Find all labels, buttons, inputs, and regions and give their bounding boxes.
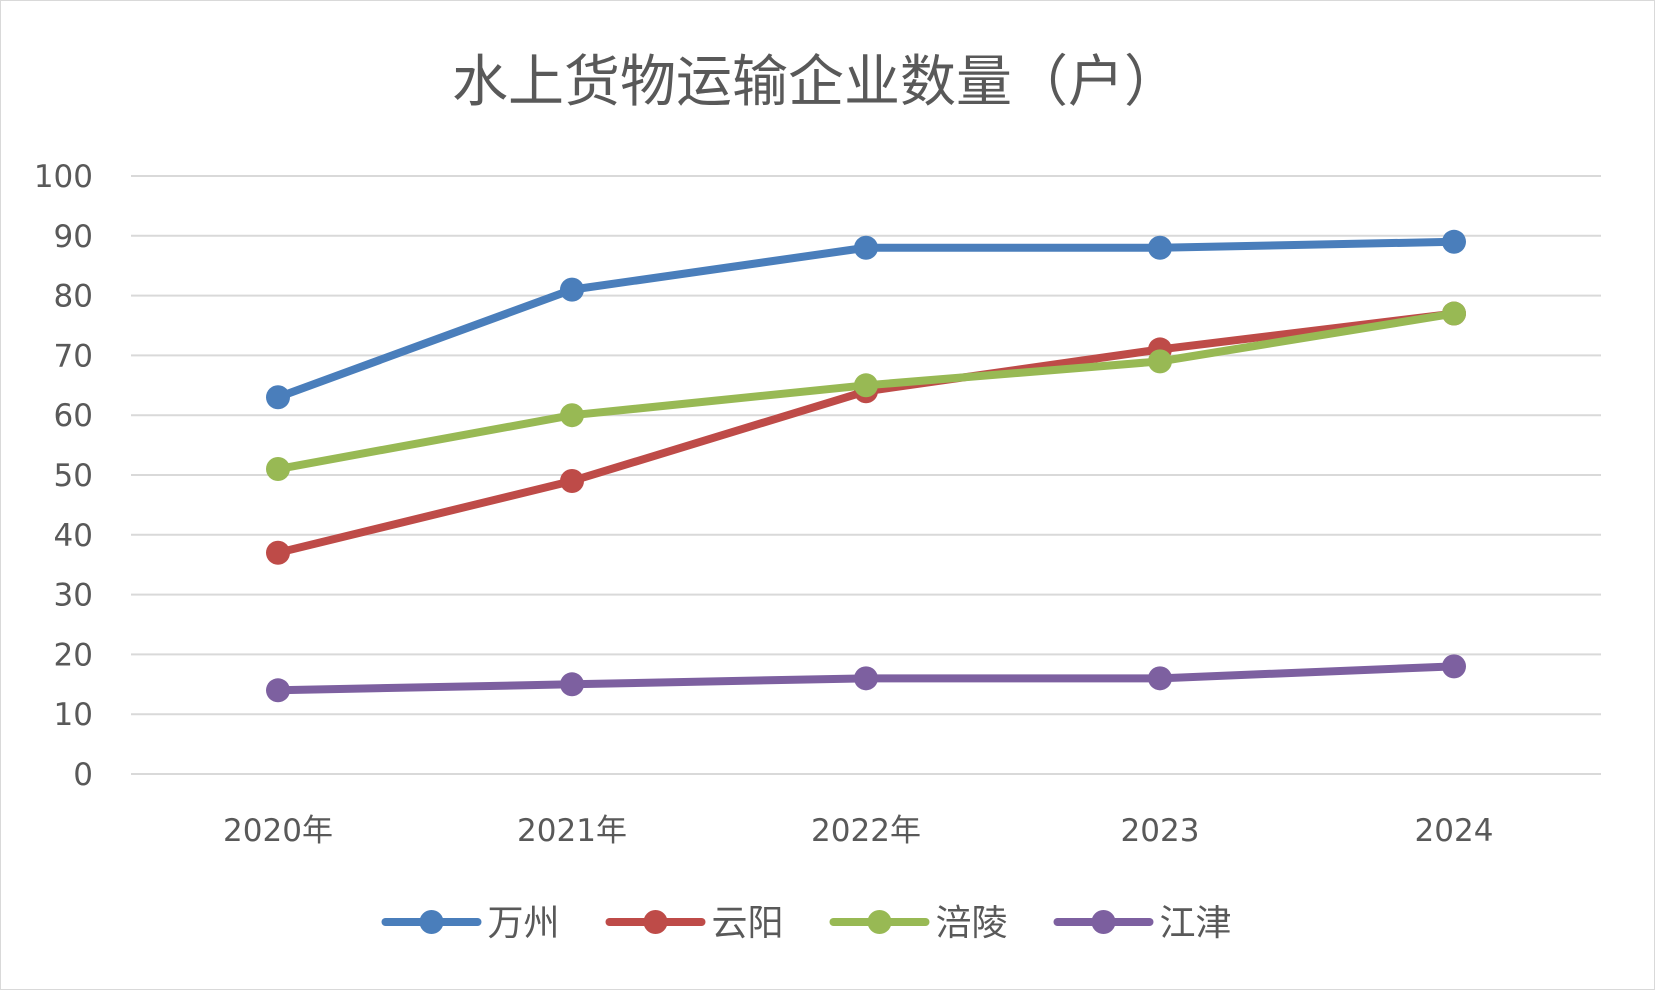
series-万州 [266, 229, 1466, 410]
y-tick-label: 40 [54, 518, 93, 554]
legend-label: 万州 [488, 903, 560, 944]
y-tick-label: 50 [54, 458, 93, 494]
legend-item: 涪陵 [829, 903, 1008, 944]
y-tick-label: 0 [73, 757, 93, 793]
legend-item: 江津 [1053, 903, 1232, 944]
data-point [1442, 301, 1466, 326]
data-point [1148, 349, 1172, 374]
data-point [854, 666, 878, 691]
data-point [266, 385, 290, 410]
data-point [1442, 654, 1466, 679]
legend-swatch-marker [867, 910, 892, 934]
data-point [1148, 235, 1172, 260]
legend-item: 云阳 [605, 903, 784, 944]
y-axis-labels: 0 10 20 30 40 50 60 70 80 90 100 [34, 159, 93, 793]
x-tick-label: 2022年 [811, 813, 921, 849]
y-tick-label: 90 [54, 219, 93, 255]
x-tick-label: 2021年 [517, 813, 627, 849]
series-江津 [266, 654, 1466, 703]
legend-item: 万州 [381, 903, 560, 944]
series-lines [266, 229, 1466, 703]
data-point [560, 403, 584, 428]
legend-label: 云阳 [712, 903, 784, 944]
data-point [266, 678, 290, 703]
y-tick-label: 80 [54, 279, 93, 315]
x-axis-labels: 2020年 2021年 2022年 2023 2024 [223, 813, 1493, 849]
y-tick-label: 20 [54, 637, 93, 673]
x-tick-label: 2024 [1415, 813, 1494, 849]
y-tick-label: 70 [54, 338, 93, 374]
legend-swatch-marker [419, 910, 444, 934]
data-point [854, 235, 878, 260]
legend-swatch-marker [1091, 910, 1116, 934]
y-tick-label: 100 [34, 159, 93, 195]
legend-label: 江津 [1160, 903, 1232, 944]
data-point [560, 468, 584, 493]
legend-label: 涪陵 [936, 903, 1008, 944]
data-point [1442, 229, 1466, 254]
y-tick-label: 30 [54, 578, 93, 614]
data-point [854, 373, 878, 398]
y-tick-label: 10 [54, 697, 93, 733]
chart-title: 水上货物运输企业数量（户） [452, 50, 1180, 115]
data-point [266, 540, 290, 565]
data-point [266, 457, 290, 482]
x-tick-label: 2023 [1121, 813, 1200, 849]
series-涪陵 [266, 301, 1466, 482]
legend: 万州 云阳 涪陵 江津 [381, 903, 1232, 944]
data-point [560, 277, 584, 302]
gridlines [131, 175, 1601, 775]
y-tick-label: 60 [54, 398, 93, 434]
data-point [560, 672, 584, 697]
x-tick-label: 2020年 [223, 813, 333, 849]
legend-swatch-marker [643, 910, 668, 934]
data-point [1148, 666, 1172, 691]
